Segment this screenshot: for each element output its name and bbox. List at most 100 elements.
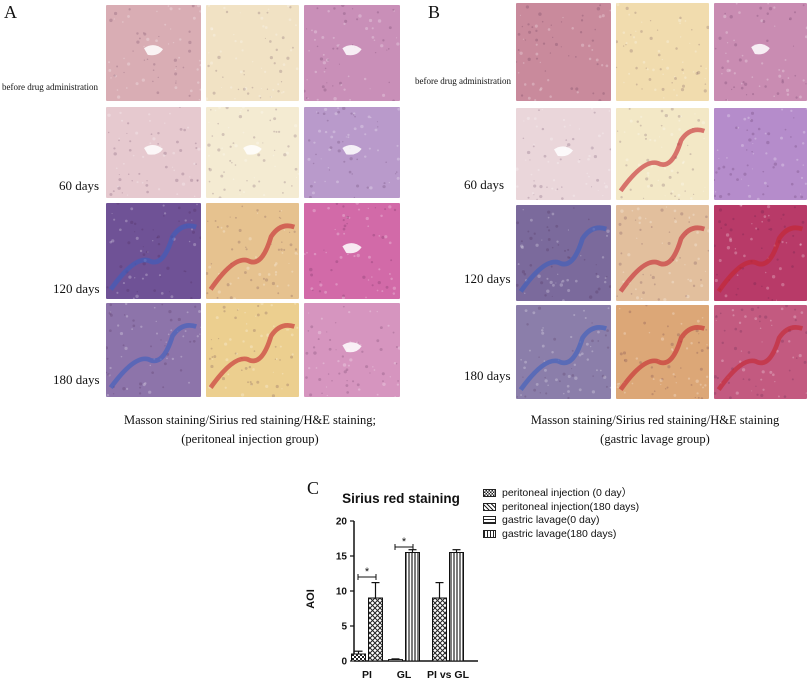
tissue-speckle xyxy=(616,3,620,7)
tissue-speckle xyxy=(342,294,345,298)
tissue-speckle xyxy=(367,115,371,119)
histology-texture xyxy=(616,3,709,99)
tissue-speckle xyxy=(646,158,650,162)
tissue-speckle xyxy=(319,280,321,283)
tissue-speckle xyxy=(371,27,374,30)
tissue-speckle xyxy=(602,92,605,95)
tissue-speckle xyxy=(229,159,232,162)
tissue-speckle xyxy=(234,352,237,355)
tissue-speckle xyxy=(591,339,594,343)
tissue-speckle xyxy=(126,122,130,125)
tissue-speckle xyxy=(123,57,125,60)
tissue-speckle xyxy=(726,99,729,101)
panel-b-letter: B xyxy=(428,2,441,22)
tissue-speckle xyxy=(317,112,320,115)
tissue-speckle xyxy=(695,379,699,383)
tissue-speckle xyxy=(675,47,678,50)
tissue-speckle xyxy=(233,297,237,299)
vessel-lumen xyxy=(342,243,362,254)
tissue-speckle xyxy=(352,113,355,116)
tissue-speckle xyxy=(334,228,336,231)
tissue-speckle xyxy=(702,190,705,192)
tissue-speckle xyxy=(781,69,785,73)
tissue-speckle xyxy=(235,57,238,60)
tissue-speckle xyxy=(635,66,638,70)
tissue-speckle xyxy=(277,90,280,93)
tissue-speckle xyxy=(356,158,359,161)
tissue-speckle xyxy=(225,358,229,362)
tissue-speckle xyxy=(739,330,743,333)
tissue-speckle xyxy=(642,60,646,64)
tissue-speckle xyxy=(764,315,768,319)
tissue-speckle xyxy=(142,253,146,256)
legend-swatch xyxy=(483,489,496,497)
tissue-speckle xyxy=(282,63,286,66)
tissue-speckle xyxy=(225,10,229,14)
tissue-speckle xyxy=(244,158,248,162)
tissue-speckle xyxy=(120,355,123,358)
tissue-speckle xyxy=(538,12,542,16)
tissue-speckle xyxy=(699,367,703,371)
tissue-speckle xyxy=(174,68,177,71)
tissue-speckle xyxy=(283,153,287,157)
tissue-speckle xyxy=(588,44,591,48)
tissue-speckle xyxy=(694,396,696,399)
tissue-speckle xyxy=(686,294,690,299)
tissue-speckle xyxy=(715,171,718,174)
tissue-speckle xyxy=(767,205,771,209)
tissue-speckle xyxy=(184,330,187,332)
tissue-speckle xyxy=(293,230,296,233)
tissue-speckle xyxy=(142,32,145,34)
tissue-speckle xyxy=(274,358,277,360)
tissue-speckle xyxy=(306,251,308,254)
tissue-speckle xyxy=(377,280,381,285)
tissue-speckle xyxy=(702,386,704,389)
tissue-speckle xyxy=(754,137,757,140)
tissue-speckle xyxy=(229,216,231,218)
tissue-speckle xyxy=(122,386,126,391)
tissue-speckle xyxy=(529,218,533,222)
tissue-speckle xyxy=(341,355,345,358)
tissue-speckle xyxy=(562,372,566,376)
tissue-speckle xyxy=(138,172,141,175)
tissue-speckle xyxy=(776,92,780,96)
tissue-speckle xyxy=(550,24,553,26)
tissue-speckle xyxy=(680,212,684,216)
tissue-speckle xyxy=(547,210,551,214)
tissue-speckle xyxy=(330,135,334,139)
tissue-speckle xyxy=(644,133,647,137)
tissue-speckle xyxy=(524,360,528,364)
histology-image xyxy=(616,305,709,399)
tissue-speckle xyxy=(249,381,252,384)
tissue-speckle xyxy=(544,70,547,72)
tissue-speckle xyxy=(208,180,211,183)
tissue-speckle xyxy=(641,21,643,23)
tissue-speckle xyxy=(114,74,117,78)
histology-image xyxy=(206,203,299,299)
tissue-speckle xyxy=(743,172,747,176)
tissue-speckle xyxy=(352,380,355,383)
tissue-speckle xyxy=(714,179,716,182)
tissue-speckle xyxy=(167,43,170,45)
tissue-speckle xyxy=(271,281,276,286)
tissue-speckle xyxy=(122,344,125,347)
tissue-speckle xyxy=(704,384,707,387)
tissue-speckle xyxy=(374,207,377,209)
tissue-speckle xyxy=(210,364,214,369)
tissue-speckle xyxy=(553,337,557,341)
tissue-speckle xyxy=(561,186,563,188)
tissue-speckle xyxy=(173,58,177,62)
tissue-speckle xyxy=(517,49,520,52)
tissue-speckle xyxy=(723,14,727,19)
tissue-speckle xyxy=(795,96,798,99)
tissue-speckle xyxy=(139,249,143,253)
tissue-speckle xyxy=(118,173,120,176)
tissue-speckle xyxy=(125,219,128,223)
tissue-speckle xyxy=(571,368,573,370)
tissue-speckle xyxy=(310,273,314,277)
tissue-speckle xyxy=(111,212,113,215)
tissue-speckle xyxy=(778,68,781,71)
tissue-speckle xyxy=(170,295,174,299)
tissue-speckle xyxy=(534,24,538,28)
tissue-speckle xyxy=(337,110,341,114)
